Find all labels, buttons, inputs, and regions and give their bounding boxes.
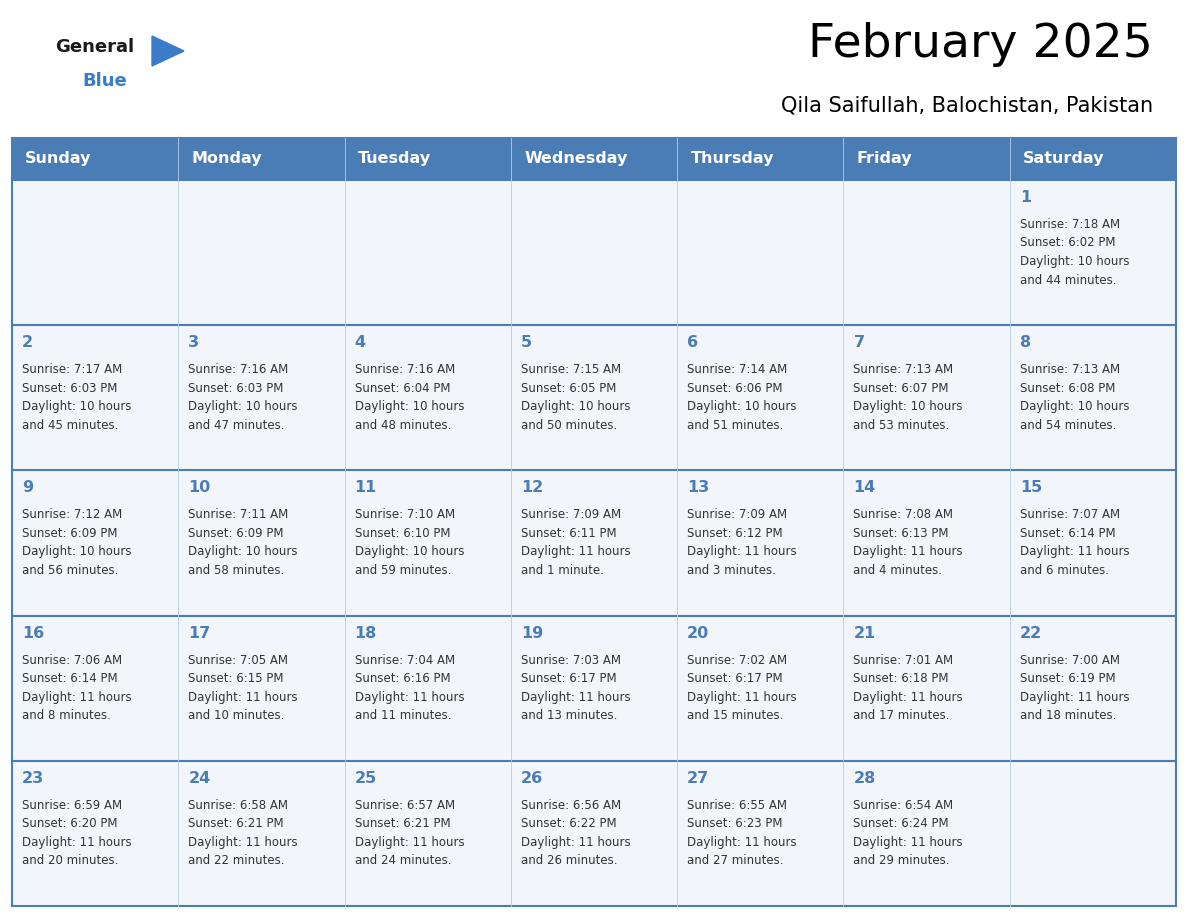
Text: Sunrise: 6:56 AM
Sunset: 6:22 PM
Daylight: 11 hours
and 26 minutes.: Sunrise: 6:56 AM Sunset: 6:22 PM Dayligh… bbox=[520, 799, 631, 868]
Text: Sunrise: 7:14 AM
Sunset: 6:06 PM
Daylight: 10 hours
and 51 minutes.: Sunrise: 7:14 AM Sunset: 6:06 PM Dayligh… bbox=[687, 364, 797, 431]
Text: 20: 20 bbox=[687, 625, 709, 641]
Text: 14: 14 bbox=[853, 480, 876, 496]
Bar bbox=[12, 138, 1176, 180]
Text: Sunrise: 7:13 AM
Sunset: 6:07 PM
Daylight: 10 hours
and 53 minutes.: Sunrise: 7:13 AM Sunset: 6:07 PM Dayligh… bbox=[853, 364, 963, 431]
Text: 24: 24 bbox=[188, 771, 210, 786]
Text: Sunrise: 7:17 AM
Sunset: 6:03 PM
Daylight: 10 hours
and 45 minutes.: Sunrise: 7:17 AM Sunset: 6:03 PM Dayligh… bbox=[23, 364, 132, 431]
Text: Sunrise: 7:13 AM
Sunset: 6:08 PM
Daylight: 10 hours
and 54 minutes.: Sunrise: 7:13 AM Sunset: 6:08 PM Dayligh… bbox=[1019, 364, 1130, 431]
Text: Monday: Monday bbox=[191, 151, 263, 166]
Text: 19: 19 bbox=[520, 625, 543, 641]
Text: 4: 4 bbox=[354, 335, 366, 350]
Text: 27: 27 bbox=[687, 771, 709, 786]
Text: Sunrise: 6:54 AM
Sunset: 6:24 PM
Daylight: 11 hours
and 29 minutes.: Sunrise: 6:54 AM Sunset: 6:24 PM Dayligh… bbox=[853, 799, 963, 868]
Text: Saturday: Saturday bbox=[1023, 151, 1105, 166]
Text: 22: 22 bbox=[1019, 625, 1042, 641]
Text: Sunrise: 7:16 AM
Sunset: 6:03 PM
Daylight: 10 hours
and 47 minutes.: Sunrise: 7:16 AM Sunset: 6:03 PM Dayligh… bbox=[188, 364, 298, 431]
Text: Sunrise: 7:01 AM
Sunset: 6:18 PM
Daylight: 11 hours
and 17 minutes.: Sunrise: 7:01 AM Sunset: 6:18 PM Dayligh… bbox=[853, 654, 963, 722]
Text: Wednesday: Wednesday bbox=[524, 151, 627, 166]
Text: Sunrise: 7:16 AM
Sunset: 6:04 PM
Daylight: 10 hours
and 48 minutes.: Sunrise: 7:16 AM Sunset: 6:04 PM Dayligh… bbox=[354, 364, 465, 431]
Text: Sunrise: 6:58 AM
Sunset: 6:21 PM
Daylight: 11 hours
and 22 minutes.: Sunrise: 6:58 AM Sunset: 6:21 PM Dayligh… bbox=[188, 799, 298, 868]
Text: Sunrise: 7:10 AM
Sunset: 6:10 PM
Daylight: 10 hours
and 59 minutes.: Sunrise: 7:10 AM Sunset: 6:10 PM Dayligh… bbox=[354, 509, 465, 577]
Text: Sunrise: 7:07 AM
Sunset: 6:14 PM
Daylight: 11 hours
and 6 minutes.: Sunrise: 7:07 AM Sunset: 6:14 PM Dayligh… bbox=[1019, 509, 1130, 577]
Text: Sunrise: 7:04 AM
Sunset: 6:16 PM
Daylight: 11 hours
and 11 minutes.: Sunrise: 7:04 AM Sunset: 6:16 PM Dayligh… bbox=[354, 654, 465, 722]
Text: February 2025: February 2025 bbox=[808, 22, 1154, 67]
Text: Sunday: Sunday bbox=[25, 151, 91, 166]
Bar bbox=[12, 761, 1176, 906]
Text: Sunrise: 6:57 AM
Sunset: 6:21 PM
Daylight: 11 hours
and 24 minutes.: Sunrise: 6:57 AM Sunset: 6:21 PM Dayligh… bbox=[354, 799, 465, 868]
Text: 21: 21 bbox=[853, 625, 876, 641]
Text: 28: 28 bbox=[853, 771, 876, 786]
Text: 23: 23 bbox=[23, 771, 44, 786]
Text: Qila Saifullah, Balochistan, Pakistan: Qila Saifullah, Balochistan, Pakistan bbox=[781, 95, 1154, 115]
Text: 8: 8 bbox=[1019, 335, 1031, 350]
Bar bbox=[12, 325, 1176, 470]
Text: Sunrise: 7:09 AM
Sunset: 6:12 PM
Daylight: 11 hours
and 3 minutes.: Sunrise: 7:09 AM Sunset: 6:12 PM Dayligh… bbox=[687, 509, 797, 577]
Text: 1: 1 bbox=[1019, 190, 1031, 205]
Text: 16: 16 bbox=[23, 625, 44, 641]
Text: Sunrise: 6:55 AM
Sunset: 6:23 PM
Daylight: 11 hours
and 27 minutes.: Sunrise: 6:55 AM Sunset: 6:23 PM Dayligh… bbox=[687, 799, 797, 868]
Text: 6: 6 bbox=[687, 335, 699, 350]
Text: Sunrise: 7:05 AM
Sunset: 6:15 PM
Daylight: 11 hours
and 10 minutes.: Sunrise: 7:05 AM Sunset: 6:15 PM Dayligh… bbox=[188, 654, 298, 722]
Text: Blue: Blue bbox=[82, 72, 127, 90]
Text: 17: 17 bbox=[188, 625, 210, 641]
Text: 12: 12 bbox=[520, 480, 543, 496]
Text: Sunrise: 7:15 AM
Sunset: 6:05 PM
Daylight: 10 hours
and 50 minutes.: Sunrise: 7:15 AM Sunset: 6:05 PM Dayligh… bbox=[520, 364, 631, 431]
Text: 25: 25 bbox=[354, 771, 377, 786]
Text: 18: 18 bbox=[354, 625, 377, 641]
Text: Sunrise: 6:59 AM
Sunset: 6:20 PM
Daylight: 11 hours
and 20 minutes.: Sunrise: 6:59 AM Sunset: 6:20 PM Dayligh… bbox=[23, 799, 132, 868]
Polygon shape bbox=[152, 36, 184, 66]
Bar bbox=[12, 180, 1176, 325]
Text: Sunrise: 7:03 AM
Sunset: 6:17 PM
Daylight: 11 hours
and 13 minutes.: Sunrise: 7:03 AM Sunset: 6:17 PM Dayligh… bbox=[520, 654, 631, 722]
Text: Sunrise: 7:09 AM
Sunset: 6:11 PM
Daylight: 11 hours
and 1 minute.: Sunrise: 7:09 AM Sunset: 6:11 PM Dayligh… bbox=[520, 509, 631, 577]
Bar bbox=[12, 616, 1176, 761]
Text: Sunrise: 7:02 AM
Sunset: 6:17 PM
Daylight: 11 hours
and 15 minutes.: Sunrise: 7:02 AM Sunset: 6:17 PM Dayligh… bbox=[687, 654, 797, 722]
Text: 13: 13 bbox=[687, 480, 709, 496]
Text: Sunrise: 7:08 AM
Sunset: 6:13 PM
Daylight: 11 hours
and 4 minutes.: Sunrise: 7:08 AM Sunset: 6:13 PM Dayligh… bbox=[853, 509, 963, 577]
Text: Sunrise: 7:18 AM
Sunset: 6:02 PM
Daylight: 10 hours
and 44 minutes.: Sunrise: 7:18 AM Sunset: 6:02 PM Dayligh… bbox=[1019, 218, 1130, 286]
Bar bbox=[12, 470, 1176, 616]
Text: 26: 26 bbox=[520, 771, 543, 786]
Text: 15: 15 bbox=[1019, 480, 1042, 496]
Text: Friday: Friday bbox=[857, 151, 912, 166]
Text: Thursday: Thursday bbox=[690, 151, 773, 166]
Text: 11: 11 bbox=[354, 480, 377, 496]
Text: Sunrise: 7:00 AM
Sunset: 6:19 PM
Daylight: 11 hours
and 18 minutes.: Sunrise: 7:00 AM Sunset: 6:19 PM Dayligh… bbox=[1019, 654, 1130, 722]
Text: Sunrise: 7:06 AM
Sunset: 6:14 PM
Daylight: 11 hours
and 8 minutes.: Sunrise: 7:06 AM Sunset: 6:14 PM Dayligh… bbox=[23, 654, 132, 722]
Text: 2: 2 bbox=[23, 335, 33, 350]
Text: 5: 5 bbox=[520, 335, 532, 350]
Text: Sunrise: 7:12 AM
Sunset: 6:09 PM
Daylight: 10 hours
and 56 minutes.: Sunrise: 7:12 AM Sunset: 6:09 PM Dayligh… bbox=[23, 509, 132, 577]
Text: Sunrise: 7:11 AM
Sunset: 6:09 PM
Daylight: 10 hours
and 58 minutes.: Sunrise: 7:11 AM Sunset: 6:09 PM Dayligh… bbox=[188, 509, 298, 577]
Text: Tuesday: Tuesday bbox=[358, 151, 431, 166]
Text: General: General bbox=[55, 38, 134, 56]
Text: 9: 9 bbox=[23, 480, 33, 496]
Text: 10: 10 bbox=[188, 480, 210, 496]
Text: 7: 7 bbox=[853, 335, 865, 350]
Text: 3: 3 bbox=[188, 335, 200, 350]
